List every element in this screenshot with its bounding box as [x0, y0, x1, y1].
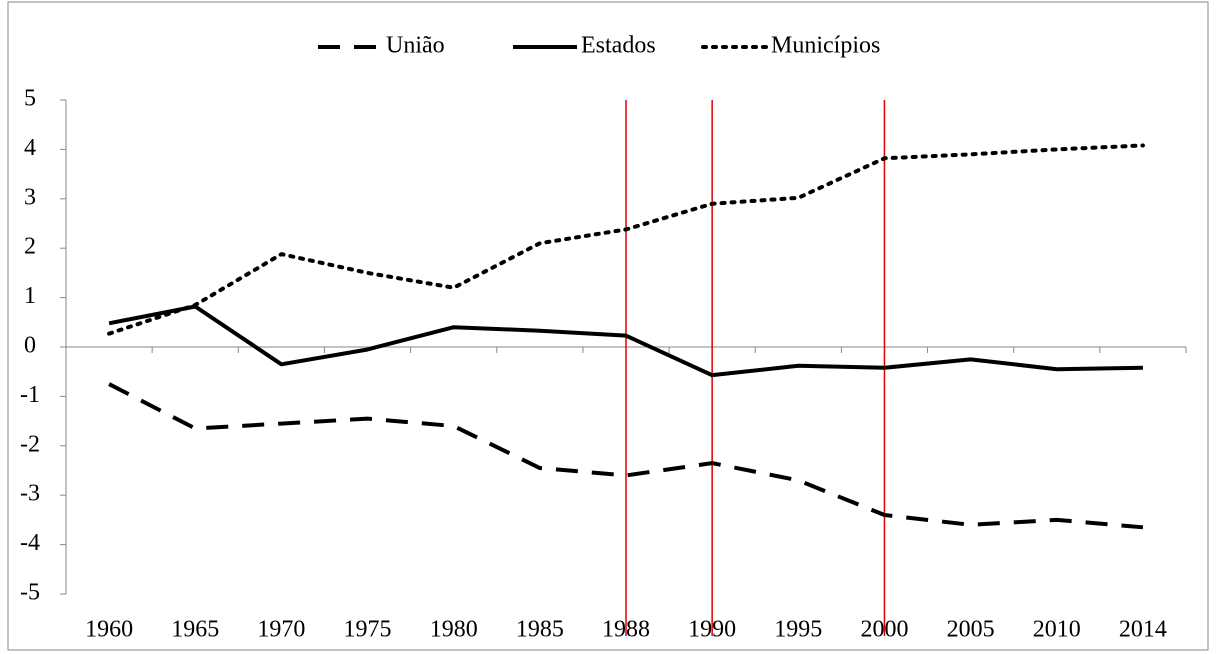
- y-tick-label: -2: [20, 431, 40, 457]
- y-tick-label: 3: [24, 184, 36, 210]
- x-tick-label: 1985: [516, 617, 564, 643]
- x-tick-label: 1965: [171, 617, 219, 643]
- legend-label: União: [386, 33, 445, 59]
- legend-label: Estados: [581, 33, 656, 59]
- y-tick-label: 0: [24, 333, 36, 359]
- line-series: [107, 143, 1145, 336]
- legend-label: Municípios: [771, 33, 880, 59]
- y-tick-label: 4: [24, 135, 36, 161]
- x-tick-label: 1980: [430, 617, 478, 643]
- y-tick-label: 1: [24, 283, 36, 309]
- y-tick-label: -3: [20, 481, 40, 507]
- x-tick-label: 2014: [1119, 617, 1167, 643]
- x-tick-label: 1960: [85, 617, 133, 643]
- y-tick-label: -4: [20, 530, 40, 556]
- y-tick-label: 2: [24, 234, 36, 260]
- y-tick-label: -1: [20, 382, 40, 408]
- y-tick-label: -5: [20, 580, 40, 606]
- y-tick-label: 5: [24, 86, 36, 112]
- x-tick-label: 1975: [344, 617, 392, 643]
- line-series: [108, 382, 1144, 530]
- x-tick-label: 2010: [1033, 617, 1081, 643]
- x-tick-label: 2005: [947, 617, 995, 643]
- x-tick-label: 1995: [774, 617, 822, 643]
- x-tick-label: 1970: [257, 617, 305, 643]
- chart-border: [7, 1, 1209, 651]
- line-series: [108, 304, 1143, 378]
